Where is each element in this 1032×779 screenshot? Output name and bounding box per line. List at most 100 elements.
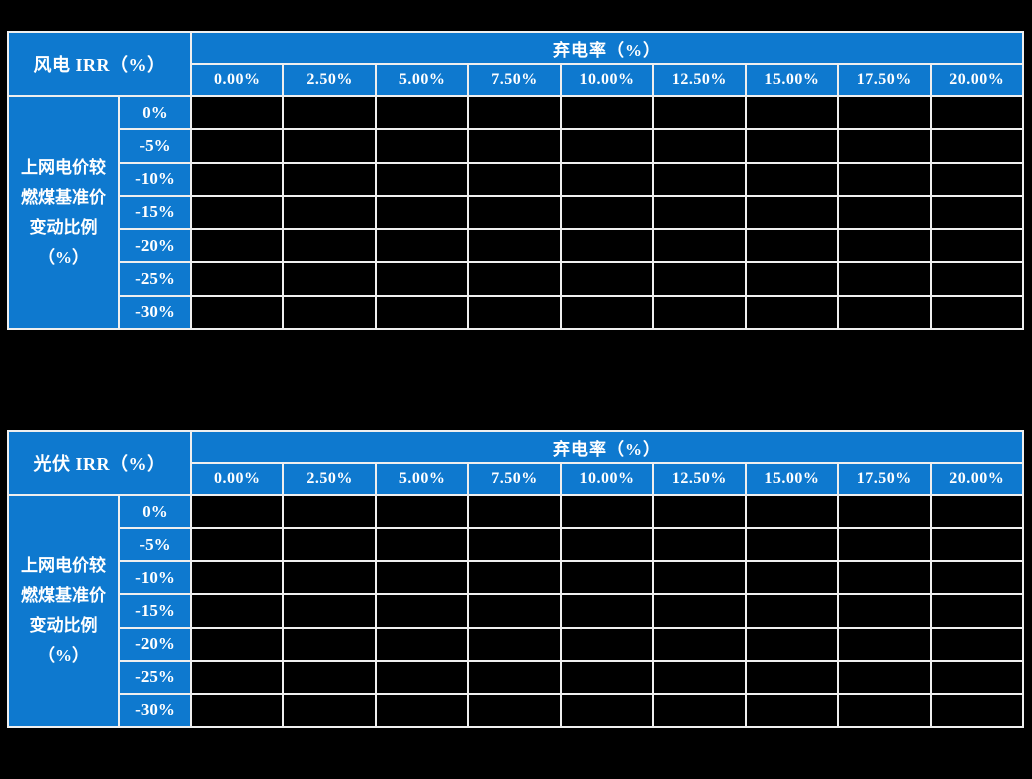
data-cell — [929, 228, 1025, 264]
data-cell — [652, 692, 747, 729]
data-cell — [929, 294, 1025, 331]
data-cell — [929, 94, 1025, 131]
row-header: -25% — [117, 659, 193, 695]
data-cell — [929, 692, 1025, 729]
data-cell — [374, 261, 470, 297]
data-cell — [374, 294, 470, 331]
data-cell — [559, 194, 655, 231]
row-group-label: 上网电价较 燃煤基准价 变动比例 （%） — [7, 95, 120, 330]
col-header: 17.50% — [837, 462, 932, 496]
data-cell — [374, 626, 470, 662]
data-cell — [374, 659, 470, 695]
table-title-cell: 光伏 IRR（%） — [6, 430, 193, 496]
solar-irr-sensitivity-table: 光伏 IRR（%） 弃电率（%） 0.00% 2.50% 5.00% 7.50%… — [6, 430, 1025, 729]
col-header: 15.00% — [744, 63, 840, 97]
data-cell — [467, 294, 562, 331]
data-cell — [744, 294, 840, 331]
col-header: 17.50% — [837, 63, 932, 97]
data-cell — [374, 128, 470, 164]
data-cell — [744, 659, 840, 695]
data-cell — [929, 128, 1025, 164]
data-cell — [374, 228, 470, 264]
data-cell — [559, 659, 655, 695]
col-header: 7.50% — [467, 63, 562, 97]
col-header: 7.50% — [467, 462, 562, 496]
col-header: 15.00% — [744, 462, 840, 496]
row-header: 0% — [117, 94, 193, 131]
data-cell — [837, 194, 932, 231]
data-cell — [559, 161, 655, 197]
data-cell — [744, 261, 840, 297]
data-cell — [374, 161, 470, 197]
data-cell — [744, 128, 840, 164]
data-cell — [559, 128, 655, 164]
data-cell — [837, 527, 932, 563]
data-cell — [282, 560, 377, 596]
data-cell — [652, 128, 747, 164]
row-header: -5% — [117, 527, 193, 563]
data-cell — [652, 94, 747, 131]
data-cell — [837, 261, 932, 297]
data-cell — [837, 593, 932, 629]
data-cell — [837, 626, 932, 662]
data-cell — [837, 94, 932, 131]
data-cell — [190, 161, 285, 197]
col-header: 2.50% — [282, 462, 377, 496]
data-cell — [744, 593, 840, 629]
data-cell — [929, 261, 1025, 297]
data-cell — [374, 94, 470, 131]
data-cell — [190, 128, 285, 164]
data-cell — [190, 692, 285, 729]
data-cell — [559, 560, 655, 596]
row-header: -10% — [117, 560, 193, 596]
data-cell — [837, 161, 932, 197]
row-header: -30% — [117, 294, 193, 331]
data-cell — [467, 94, 562, 131]
data-cell — [467, 161, 562, 197]
curtailment-rate-header: 弃电率（%） — [190, 430, 1024, 464]
data-cell — [190, 527, 285, 563]
col-header: 12.50% — [652, 462, 747, 496]
row-header: -25% — [117, 261, 193, 297]
data-cell — [282, 527, 377, 563]
data-cell — [190, 659, 285, 695]
row-header: -20% — [117, 228, 193, 264]
data-cell — [282, 128, 377, 164]
data-cell — [282, 593, 377, 629]
data-cell — [190, 94, 285, 131]
data-cell — [374, 527, 470, 563]
data-cell — [282, 692, 377, 729]
data-cell — [559, 261, 655, 297]
data-cell — [652, 261, 747, 297]
data-cell — [559, 527, 655, 563]
data-cell — [929, 560, 1025, 596]
table-title-cell: 风电 IRR（%） — [6, 31, 193, 97]
col-header: 5.00% — [374, 63, 470, 97]
data-cell — [467, 560, 562, 596]
data-cell — [559, 94, 655, 131]
row-header: -20% — [117, 626, 193, 662]
data-cell — [467, 659, 562, 695]
data-cell — [652, 294, 747, 331]
data-cell — [744, 493, 840, 530]
data-cell — [467, 692, 562, 729]
data-cell — [190, 626, 285, 662]
data-cell — [467, 593, 562, 629]
data-cell — [559, 294, 655, 331]
data-cell — [467, 128, 562, 164]
data-cell — [282, 94, 377, 131]
data-cell — [744, 94, 840, 131]
data-cell — [837, 659, 932, 695]
col-header: 0.00% — [190, 462, 285, 496]
row-header: -15% — [117, 194, 193, 231]
data-cell — [282, 194, 377, 231]
curtailment-rate-header: 弃电率（%） — [190, 31, 1024, 65]
data-cell — [652, 493, 747, 530]
data-cell — [282, 493, 377, 530]
row-header: -15% — [117, 593, 193, 629]
data-cell — [467, 194, 562, 231]
col-header: 5.00% — [374, 462, 470, 496]
row-header: -10% — [117, 161, 193, 197]
data-cell — [467, 527, 562, 563]
col-header: 12.50% — [652, 63, 747, 97]
